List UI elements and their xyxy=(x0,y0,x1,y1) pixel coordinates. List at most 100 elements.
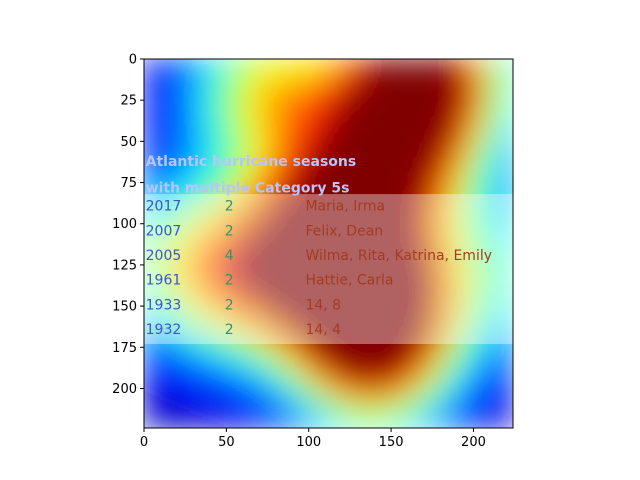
heat-cell xyxy=(367,98,382,113)
heat-cell xyxy=(196,203,211,218)
heat-cell xyxy=(183,229,198,244)
heat-cell xyxy=(446,216,461,231)
heat-cell xyxy=(314,229,329,244)
x-tick-label: 50 xyxy=(218,435,235,450)
heat-cell xyxy=(341,124,356,139)
heat-cell xyxy=(407,216,422,231)
heat-cell xyxy=(248,98,264,113)
heat-cell xyxy=(196,163,211,179)
heat-cell xyxy=(262,322,277,337)
heat-cell xyxy=(248,295,264,310)
heat-cell xyxy=(328,163,343,179)
heat-cell xyxy=(380,98,395,113)
heat-cell xyxy=(499,84,513,100)
heat-cell xyxy=(169,111,185,126)
heat-cell xyxy=(367,229,382,244)
heat-cell xyxy=(169,269,185,284)
heat-cell xyxy=(354,216,369,231)
heat-cell xyxy=(341,98,356,113)
heat-cell xyxy=(472,295,488,310)
heat-cell xyxy=(262,84,277,100)
heat-cell xyxy=(380,374,395,389)
heat-cell xyxy=(393,84,409,100)
heat-cell xyxy=(275,374,290,389)
heat-cell xyxy=(144,216,158,231)
heat-cell xyxy=(486,387,501,403)
heat-cell xyxy=(314,374,329,389)
heat-cell xyxy=(209,163,224,179)
heat-cell xyxy=(341,84,356,100)
heat-cell xyxy=(144,374,158,389)
heat-cell xyxy=(314,414,329,428)
heat-cell xyxy=(328,295,343,310)
heat-cell xyxy=(275,190,290,205)
heat-cell xyxy=(275,111,290,126)
heat-cell xyxy=(314,361,329,376)
heat-cell xyxy=(183,335,198,350)
x-tick-label: 200 xyxy=(461,435,486,450)
heat-cell xyxy=(235,229,250,244)
heat-cell xyxy=(222,387,237,403)
embedded-row-count: 4 xyxy=(225,248,234,264)
heat-cell xyxy=(288,414,303,428)
heat-cell xyxy=(314,124,329,139)
heat-cell xyxy=(196,256,211,271)
heat-cell xyxy=(446,163,461,179)
y-tick-label: 50 xyxy=(120,135,137,150)
heat-cell xyxy=(393,374,409,389)
heat-cell xyxy=(301,203,316,218)
heat-cell xyxy=(486,84,501,100)
heat-cell xyxy=(499,374,513,389)
heat-cell xyxy=(248,348,264,363)
heat-cell xyxy=(420,243,435,258)
heat-cell xyxy=(380,59,395,73)
embedded-row-year: 2017 xyxy=(146,199,182,215)
heat-cell xyxy=(288,308,303,324)
heat-cell xyxy=(183,269,198,284)
heat-cell xyxy=(301,71,316,86)
heat-cell xyxy=(446,124,461,139)
heat-cell xyxy=(328,111,343,126)
heat-cell xyxy=(341,59,356,73)
heat-cell xyxy=(380,401,395,416)
heat-cell xyxy=(262,348,277,363)
heat-cell xyxy=(183,256,198,271)
heat-cell xyxy=(486,308,501,324)
heat-cell xyxy=(446,256,461,271)
heat-cell xyxy=(341,111,356,126)
heat-cell xyxy=(235,308,250,324)
heat-cell xyxy=(288,295,303,310)
heat-cell xyxy=(367,84,382,100)
heat-cell xyxy=(433,59,448,73)
heat-cell xyxy=(301,137,316,152)
heat-cell xyxy=(156,229,171,244)
heat-cell xyxy=(499,71,513,86)
heat-cell xyxy=(156,374,171,389)
heat-cell xyxy=(433,322,448,337)
heat-cell xyxy=(288,150,303,165)
heat-cell xyxy=(446,282,461,297)
heat-cell xyxy=(459,177,474,192)
heat-cell xyxy=(486,282,501,297)
heat-cell xyxy=(222,71,237,86)
heat-cell xyxy=(156,59,171,73)
heat-cell xyxy=(196,243,211,258)
heat-cell xyxy=(367,295,382,310)
heat-cell xyxy=(499,229,513,244)
heat-cell xyxy=(301,322,316,337)
heat-cell xyxy=(367,216,382,231)
heat-cell xyxy=(301,229,316,244)
heat-cell xyxy=(183,401,198,416)
heat-cell xyxy=(235,374,250,389)
heat-cell xyxy=(367,137,382,152)
heat-cell xyxy=(209,59,224,73)
heat-cell xyxy=(144,137,158,152)
heat-cell xyxy=(472,269,488,284)
heat-cell xyxy=(486,374,501,389)
heat-cell xyxy=(367,203,382,218)
heat-cell xyxy=(341,163,356,179)
heat-cell xyxy=(196,177,211,192)
heat-cell xyxy=(301,163,316,179)
heat-cell xyxy=(433,150,448,165)
embedded-row-year: 2007 xyxy=(146,223,182,239)
